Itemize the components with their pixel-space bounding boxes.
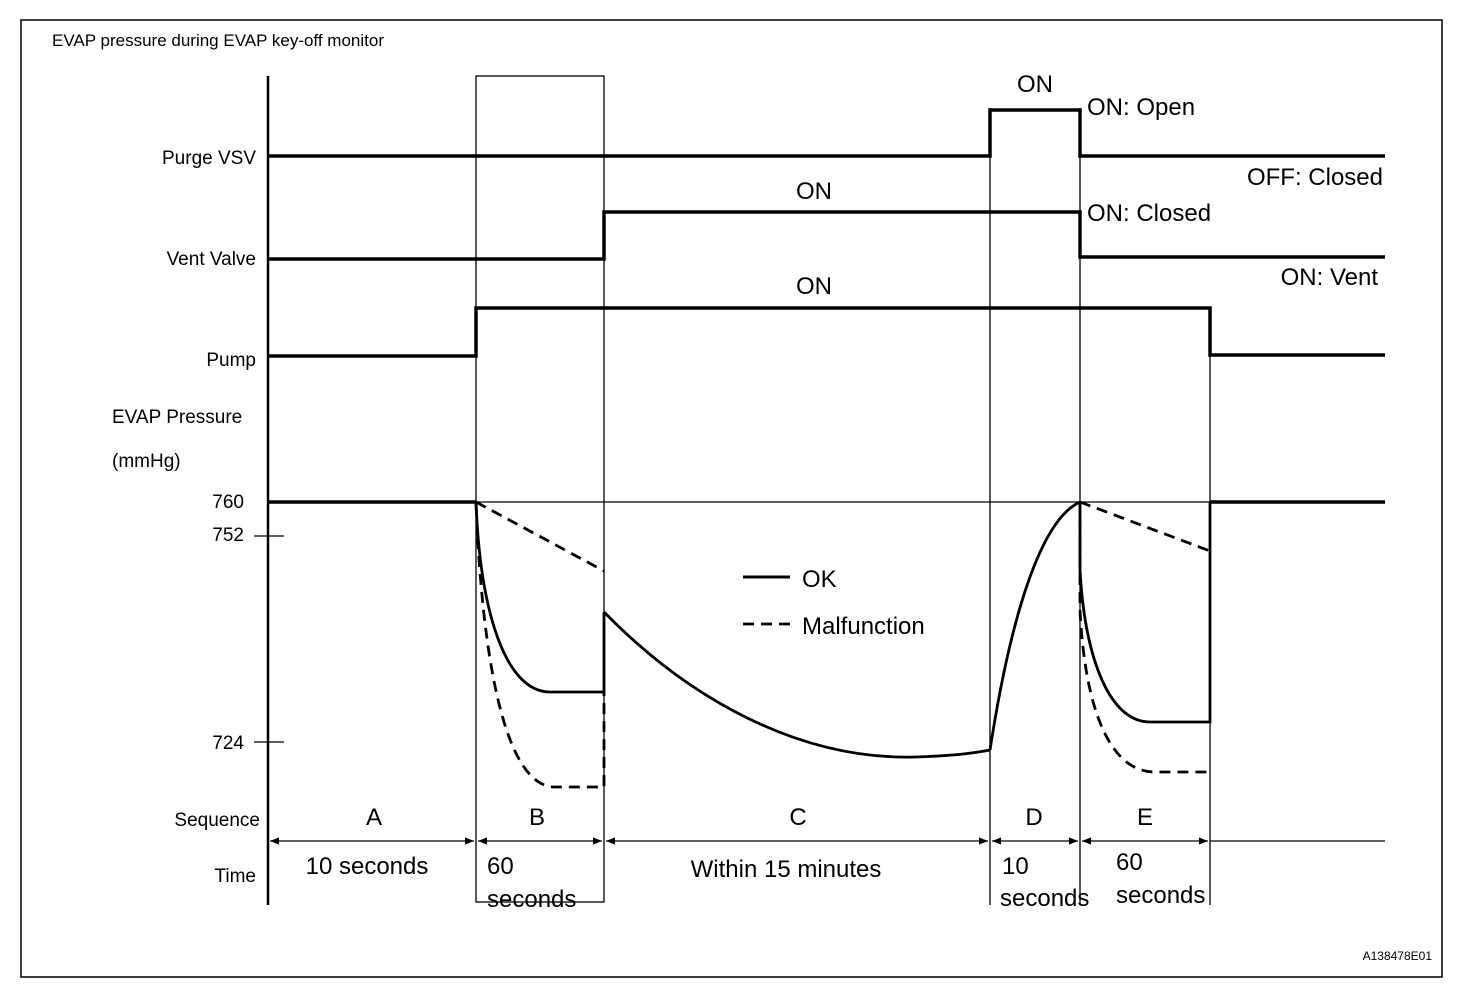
row-label-pump: Pump bbox=[206, 350, 256, 371]
sequence-b-box bbox=[475, 75, 605, 903]
malfunction-curve-e-slow bbox=[1079, 500, 1211, 553]
purge-on-open-label: ON: Open bbox=[1087, 94, 1195, 121]
outer-frame bbox=[20, 19, 1443, 978]
row-label-evap-pressure: EVAP Pressure bbox=[112, 407, 242, 428]
sequence-a-label: A bbox=[366, 804, 382, 831]
pump-signal bbox=[268, 306, 1385, 358]
ok-curve-d bbox=[988, 500, 1081, 751]
time-d-label-line2: seconds bbox=[1000, 885, 1089, 912]
row-label-vent-valve: Vent Valve bbox=[167, 249, 256, 270]
sequence-d-label: D bbox=[1025, 804, 1042, 831]
time-b-label-line1: 60 bbox=[487, 853, 514, 880]
malfunction-curve-b-fast bbox=[474, 501, 606, 789]
time-d-label-line1: 10 bbox=[1002, 853, 1029, 880]
pump-on-label: ON bbox=[796, 273, 832, 300]
tick-label-760: 760 bbox=[212, 492, 244, 513]
row-label-time: Time bbox=[214, 866, 256, 887]
vent-on-vent-label: ON: Vent bbox=[1281, 264, 1379, 291]
time-e-label-line1: 60 bbox=[1116, 849, 1143, 876]
legend-ok-label: OK bbox=[802, 566, 837, 593]
diagram-title: EVAP pressure during EVAP key-off monito… bbox=[52, 31, 384, 50]
figure-id: A138478E01 bbox=[1363, 949, 1433, 963]
ok-curve-e bbox=[1078, 502, 1212, 724]
time-e-label-line2: seconds bbox=[1116, 882, 1205, 909]
purge-vsv-signal bbox=[268, 108, 1385, 158]
tick-label-752: 752 bbox=[212, 525, 244, 546]
row-label-unit: (mmHg) bbox=[112, 451, 181, 472]
time-a-label: 10 seconds bbox=[306, 853, 429, 880]
sequence-c-label: C bbox=[789, 804, 806, 831]
vent-on-label: ON bbox=[796, 178, 832, 205]
malfunction-curve-e-fast bbox=[1078, 502, 1210, 774]
sequence-b-label: B bbox=[529, 804, 545, 831]
row-label-sequence: Sequence bbox=[174, 810, 260, 831]
ok-curve-c bbox=[602, 611, 991, 759]
vent-valve-signal bbox=[268, 210, 1385, 261]
purge-off-closed-label: OFF: Closed bbox=[1247, 164, 1383, 191]
tick-label-724: 724 bbox=[212, 733, 244, 754]
legend-malfunction-label: Malfunction bbox=[802, 613, 925, 640]
vent-on-closed-label: ON: Closed bbox=[1087, 200, 1211, 227]
time-c-label: Within 15 minutes bbox=[691, 856, 882, 883]
malfunction-curve-b-slow bbox=[475, 500, 605, 573]
purge-on-label: ON bbox=[1017, 71, 1053, 98]
time-b-label-line2: seconds bbox=[487, 886, 576, 913]
row-label-purge-vsv: Purge VSV bbox=[162, 148, 256, 169]
sequence-e-label: E bbox=[1137, 804, 1153, 831]
ok-curve-b bbox=[474, 501, 606, 694]
